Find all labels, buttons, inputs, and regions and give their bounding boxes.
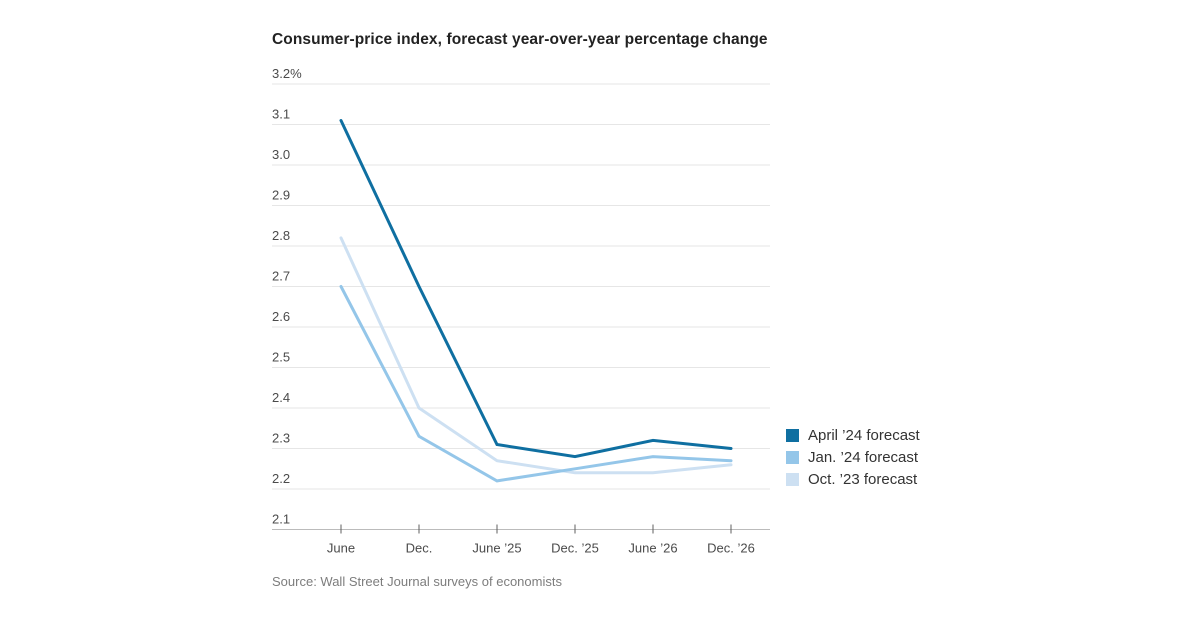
legend-label: April ’24 forecast	[808, 426, 920, 444]
chart-legend: April ’24 forecast Jan. ’24 forecast Oct. …	[786, 424, 920, 490]
x-axis-tick-label: June	[327, 541, 355, 556]
legend-label: Oct. ’23 forecast	[808, 470, 918, 488]
legend-label: Jan. ’24 forecast	[808, 448, 919, 466]
y-axis-tick-label: 2.6	[272, 309, 290, 324]
x-axis-tick-label: Dec. ’26	[707, 541, 755, 556]
y-axis-tick-label: 3.1	[272, 107, 290, 122]
chart-title: Consumer-price index, forecast year-over…	[272, 31, 768, 48]
y-axis-tick-label: 2.2	[272, 471, 290, 486]
y-axis-tick-label: 3.0	[272, 147, 290, 162]
series-line	[339, 285, 733, 483]
x-axis-tick-label: June ’26	[628, 541, 677, 556]
legend-item: April ’24 forecast	[786, 424, 920, 446]
source-attribution: Source: Wall Street Journal surveys of e…	[272, 574, 562, 589]
y-axis-tick-label: 2.9	[272, 188, 290, 203]
legend-swatch	[786, 450, 799, 464]
y-axis-tick-label: 2.7	[272, 269, 290, 284]
y-axis-tick-label: 2.3	[272, 431, 290, 446]
y-axis-tick-label: 3.2%	[272, 66, 302, 81]
legend-item: Oct. ’23 forecast	[786, 468, 920, 490]
y-axis-tick-label: 2.1	[272, 512, 290, 527]
y-axis-tick-label: 2.4	[272, 390, 290, 405]
x-axis-tick-label: Dec.	[406, 541, 433, 556]
series-line	[339, 236, 733, 475]
legend-item: Jan. ’24 forecast	[786, 446, 920, 468]
legend-swatch	[786, 472, 799, 486]
series-line	[339, 119, 733, 459]
x-axis-tick-label: Dec. ’25	[551, 541, 599, 556]
y-axis-tick-label: 2.5	[272, 350, 290, 365]
x-axis-tick-label: June ’25	[472, 541, 521, 556]
legend-swatch	[786, 428, 799, 442]
y-axis-tick-label: 2.8	[272, 228, 290, 243]
